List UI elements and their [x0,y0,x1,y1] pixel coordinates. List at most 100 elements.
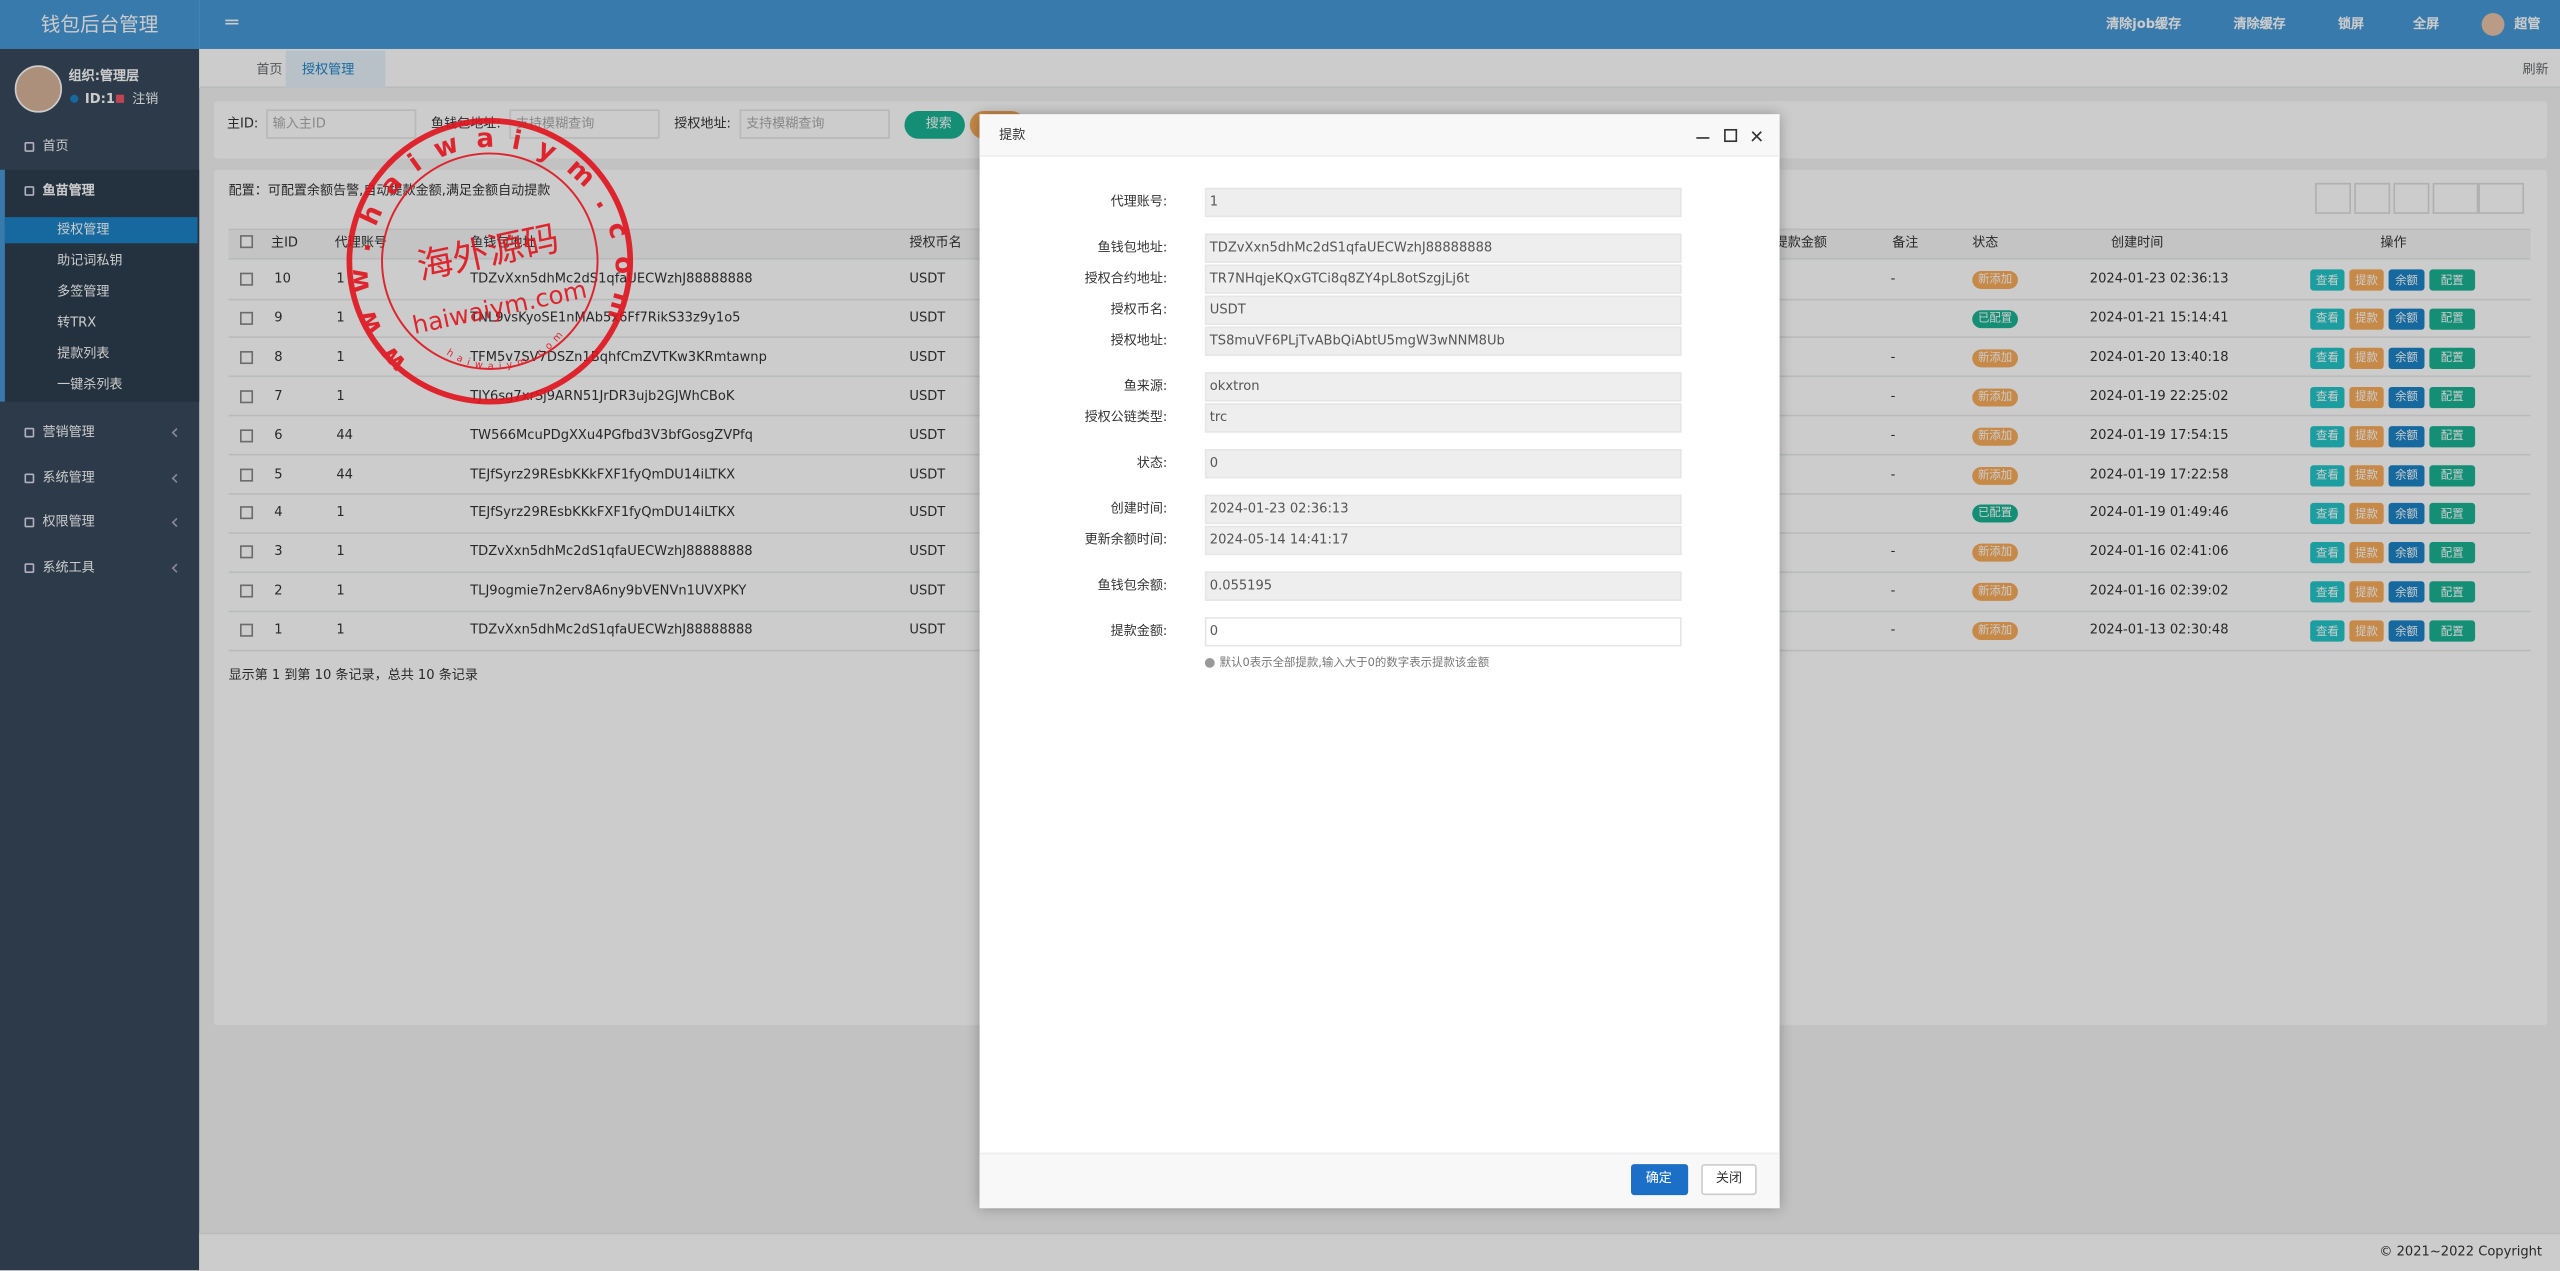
action-label[interactable]: 配置 [2440,585,2464,599]
action-label[interactable]: 余额 [2395,585,2418,599]
action-label[interactable]: 配置 [2440,546,2464,560]
action-label[interactable]: 配置 [2440,390,2464,404]
action-label[interactable]: 配置 [2440,312,2464,326]
action-button[interactable] [2310,542,2345,564]
action-button[interactable] [2429,269,2476,291]
checkbox[interactable] [239,272,254,286]
action-label[interactable]: 余额 [2395,546,2418,560]
submenu-item[interactable]: 授权管理 [57,222,110,237]
action-button[interactable] [2429,542,2476,564]
action-button[interactable] [2429,347,2476,369]
action-button[interactable] [2388,581,2425,603]
action-label[interactable]: 余额 [2395,351,2418,365]
header-action[interactable]: 全屏 [2413,16,2440,32]
action-button[interactable] [2429,581,2476,603]
action-label[interactable]: 查看 [2315,624,2339,638]
checkbox[interactable] [239,545,254,559]
menu-item[interactable]: 首页 [42,138,69,154]
action-label[interactable]: 余额 [2395,624,2418,638]
checkbox[interactable] [239,467,254,481]
action-label[interactable]: 提款 [2355,546,2378,560]
action-button[interactable] [2388,620,2425,642]
checkbox[interactable] [239,584,254,598]
action-label[interactable]: 余额 [2395,390,2418,404]
tab[interactable]: 授权管理 [302,62,355,77]
action-button[interactable] [2349,542,2384,564]
submenu-item[interactable]: 一键杀列表 [57,377,123,392]
submenu-item[interactable]: 转TRX [57,315,97,330]
action-label[interactable]: 配置 [2440,273,2464,287]
header-action[interactable]: 锁屏 [2337,16,2365,32]
toolbar-button[interactable] [2315,182,2352,214]
close-label[interactable]: 关闭 [1715,1170,1743,1186]
menu-item[interactable]: 系统工具 [42,559,95,575]
header-action[interactable]: 清除缓存 [2233,16,2286,32]
action-button[interactable] [2429,425,2476,447]
maximize-icon[interactable] [1724,128,1738,143]
action-button[interactable] [2349,386,2384,408]
action-label[interactable]: 提款 [2355,507,2378,521]
action-button[interactable] [2388,542,2425,564]
action-label[interactable]: 提款 [2355,468,2378,482]
action-button[interactable] [2388,386,2425,408]
toolbar-button[interactable] [2478,182,2525,214]
action-label[interactable]: 余额 [2395,312,2418,326]
action-button[interactable] [2349,581,2384,603]
confirm-label[interactable]: 确定 [1645,1170,1672,1186]
checkbox[interactable] [239,506,254,520]
action-button[interactable] [2310,386,2345,408]
toolbar-button[interactable] [2432,182,2479,214]
refresh[interactable]: 刷新 [2522,62,2549,77]
action-button[interactable] [2388,347,2425,369]
search-button[interactable] [904,111,965,139]
checkbox[interactable] [239,428,254,442]
menu-item[interactable]: 营销管理 [42,424,95,440]
action-label[interactable]: 查看 [2315,468,2339,482]
action-label[interactable]: 提款 [2355,624,2378,638]
action-label[interactable]: 查看 [2315,429,2339,443]
search-button-label[interactable]: 搜索 [925,115,952,131]
action-label[interactable]: 配置 [2440,507,2464,521]
action-label[interactable]: 提款 [2355,390,2378,404]
action-button[interactable] [2349,503,2384,525]
action-label[interactable]: 配置 [2440,351,2464,365]
action-label[interactable]: 提款 [2355,351,2378,365]
close-button[interactable] [1701,1164,1757,1196]
action-label[interactable]: 配置 [2440,468,2464,482]
action-label[interactable]: 提款 [2355,273,2378,287]
checkbox[interactable] [239,389,254,403]
action-label[interactable]: 查看 [2315,273,2339,287]
action-label[interactable]: 查看 [2315,507,2339,521]
menu-item[interactable]: 权限管理 [42,514,95,529]
menu-item[interactable]: 鱼苗管理 [42,182,95,198]
action-label[interactable]: 查看 [2315,546,2339,560]
toolbar-button[interactable] [2393,182,2430,214]
checkbox[interactable] [239,311,254,325]
action-button[interactable] [2429,464,2476,486]
menu-toggle[interactable] [225,19,239,25]
action-button[interactable] [2349,269,2384,291]
minimize-icon[interactable] [1696,137,1710,139]
action-button[interactable] [2388,503,2425,525]
tab[interactable]: 首页 [256,62,283,77]
action-button[interactable] [2429,620,2476,642]
action-button[interactable] [2310,308,2345,330]
action-label[interactable]: 提款 [2355,312,2378,326]
action-button[interactable] [2349,347,2384,369]
action-label[interactable]: 查看 [2315,390,2339,404]
checkbox[interactable] [239,623,254,637]
action-button[interactable] [2349,425,2384,447]
action-button[interactable] [2429,503,2476,525]
action-label[interactable]: 查看 [2315,351,2339,365]
action-button[interactable] [2310,620,2345,642]
action-label[interactable]: 查看 [2315,312,2339,326]
submenu-item[interactable]: 多签管理 [57,284,110,299]
action-label[interactable]: 余额 [2395,273,2418,287]
field-input[interactable] [1204,617,1682,647]
action-button[interactable] [2429,308,2476,330]
action-button[interactable] [2310,581,2345,603]
action-label[interactable]: 配置 [2440,429,2464,443]
checkbox[interactable] [239,350,254,364]
checkbox[interactable] [239,235,254,249]
action-button[interactable] [2388,308,2425,330]
